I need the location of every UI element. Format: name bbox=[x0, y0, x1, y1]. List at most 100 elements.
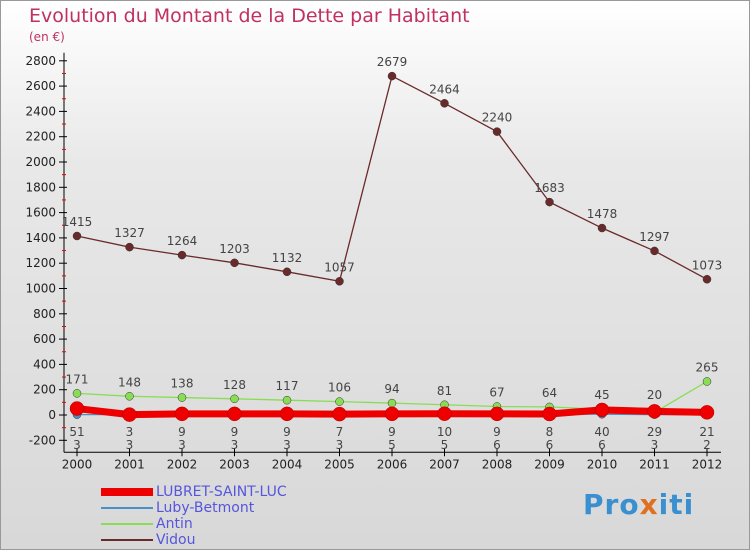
data-point bbox=[282, 267, 292, 277]
data-label: 1478 bbox=[587, 207, 618, 221]
data-label: 1057 bbox=[324, 260, 355, 274]
x-tick-label: 2008 bbox=[482, 457, 513, 471]
data-point bbox=[279, 406, 295, 422]
y-tick-label: 2600 bbox=[25, 79, 56, 93]
y-tick-label: 1800 bbox=[25, 180, 56, 194]
data-point bbox=[125, 242, 134, 252]
data-point bbox=[437, 406, 452, 421]
data-label: 3 bbox=[126, 425, 134, 439]
data-label: 1073 bbox=[692, 258, 723, 272]
data-label: 1327 bbox=[114, 226, 145, 240]
data-point bbox=[702, 377, 712, 386]
y-tick-label: 1200 bbox=[25, 256, 56, 270]
data-label: 3 bbox=[126, 438, 134, 452]
data-point bbox=[72, 231, 82, 241]
data-label: 1415 bbox=[62, 215, 93, 229]
data-label: 7 bbox=[336, 425, 344, 439]
chart-title: Evolution du Montant de la Dette par Hab… bbox=[29, 5, 470, 27]
data-point bbox=[177, 250, 187, 260]
x-tick-label: 2006 bbox=[377, 457, 408, 471]
data-label: 29 bbox=[647, 425, 662, 439]
data-point bbox=[282, 395, 292, 405]
legend-swatch bbox=[101, 523, 153, 525]
data-point bbox=[230, 258, 239, 268]
data-point bbox=[647, 404, 662, 419]
y-tick-label: 1000 bbox=[25, 282, 56, 296]
data-label: 3 bbox=[283, 438, 291, 452]
legend-label: Antin bbox=[156, 516, 193, 532]
data-point bbox=[125, 392, 134, 401]
data-point bbox=[542, 406, 557, 422]
data-point bbox=[597, 223, 607, 233]
data-point bbox=[387, 398, 397, 408]
data-label: 9 bbox=[388, 425, 396, 439]
data-label: 51 bbox=[69, 425, 84, 439]
y-tick-label: 800 bbox=[33, 307, 56, 321]
y-tick-label: 0 bbox=[48, 408, 56, 422]
x-tick-label: 2003 bbox=[219, 457, 250, 471]
data-label: 1297 bbox=[639, 230, 670, 244]
x-tick-label: 2012 bbox=[692, 457, 723, 471]
data-label: 138 bbox=[171, 377, 194, 391]
data-label: 2464 bbox=[429, 82, 460, 96]
x-tick-label: 2010 bbox=[587, 457, 618, 471]
data-point bbox=[69, 401, 85, 416]
x-tick-label: 2005 bbox=[324, 457, 355, 471]
y-tick-label: 2200 bbox=[25, 130, 56, 144]
y-tick-label: 1400 bbox=[25, 231, 56, 245]
data-label: 2 bbox=[703, 438, 711, 452]
data-label: 3 bbox=[651, 438, 659, 452]
data-label: 5 bbox=[441, 438, 449, 452]
y-tick-label: 2000 bbox=[25, 155, 56, 169]
data-point bbox=[335, 397, 344, 406]
data-label: 1203 bbox=[219, 242, 250, 256]
data-label: 128 bbox=[223, 378, 246, 392]
y-tick-label: 1600 bbox=[25, 206, 56, 220]
x-tick-label: 2001 bbox=[114, 457, 145, 471]
legend-swatch bbox=[101, 507, 153, 509]
data-label: 9 bbox=[493, 425, 501, 439]
data-label: 10 bbox=[437, 425, 452, 439]
y-tick-label: 2800 bbox=[25, 54, 56, 68]
data-label: 8 bbox=[546, 425, 554, 439]
x-tick-label: 2007 bbox=[429, 457, 460, 471]
data-label: 9 bbox=[231, 425, 239, 439]
legend-label: Luby-Betmont bbox=[156, 500, 255, 516]
data-point bbox=[489, 406, 505, 422]
data-point bbox=[492, 127, 502, 136]
data-label: 21 bbox=[699, 425, 714, 439]
data-label: 3 bbox=[231, 438, 239, 452]
y-tick-label: -200 bbox=[29, 433, 56, 447]
data-label: 5 bbox=[388, 438, 396, 452]
data-label: 3 bbox=[336, 438, 344, 452]
proxiti-logo: Proxiti bbox=[583, 488, 695, 521]
data-point bbox=[174, 406, 190, 422]
data-label: 9 bbox=[283, 425, 291, 439]
legend-swatch bbox=[101, 488, 153, 496]
x-tick-label: 2011 bbox=[639, 457, 670, 471]
data-point bbox=[332, 406, 347, 422]
x-tick-label: 2004 bbox=[272, 457, 303, 471]
y-tick-label: 600 bbox=[33, 332, 56, 346]
data-label: 3 bbox=[178, 438, 186, 452]
data-point bbox=[699, 405, 715, 420]
data-label: 45 bbox=[594, 388, 609, 402]
data-label: 6 bbox=[546, 438, 554, 452]
data-label: 1132 bbox=[272, 251, 303, 265]
chart-unit: (en €) bbox=[29, 30, 65, 44]
data-point bbox=[227, 406, 242, 422]
data-point bbox=[387, 71, 397, 81]
data-label: 1683 bbox=[534, 181, 565, 195]
data-label: 9 bbox=[178, 425, 186, 439]
data-label: 148 bbox=[118, 375, 141, 389]
data-point bbox=[230, 394, 239, 404]
legend-label: LUBRET-SAINT-LUC bbox=[156, 484, 287, 500]
data-label: 94 bbox=[384, 382, 399, 396]
data-label: 6 bbox=[493, 438, 501, 452]
data-label: 171 bbox=[66, 372, 89, 386]
y-tick-label: 2400 bbox=[25, 104, 56, 118]
legend-swatch bbox=[101, 539, 153, 541]
data-label: 20 bbox=[647, 388, 662, 402]
